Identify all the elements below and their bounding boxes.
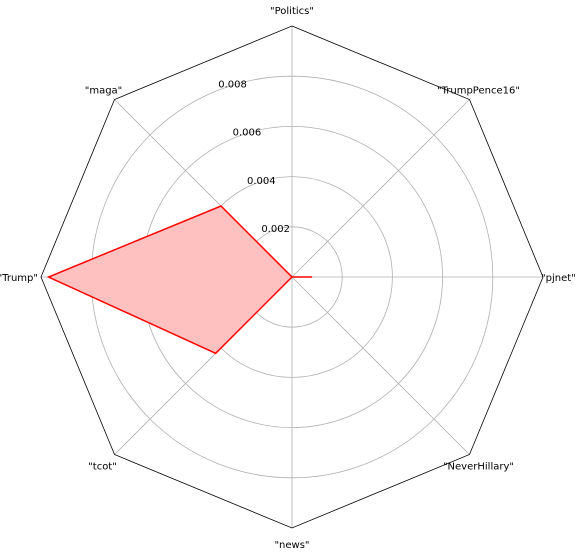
category-label-3: "pjnet" bbox=[541, 273, 576, 284]
radial-tick-label-4: 0.008 bbox=[218, 80, 247, 91]
radial-tick-label-2: 0.004 bbox=[247, 176, 276, 187]
label-layer: 0.002 0.004 0.006 0.008 "Politics" "TrumpPenc… bbox=[0, 6, 576, 551]
frame-layer bbox=[40, 25, 544, 529]
series-layer bbox=[46, 205, 313, 355]
category-label-8: "maga" bbox=[85, 86, 123, 97]
radial-tick-label-1: 0.002 bbox=[261, 224, 290, 235]
category-label-1: "Politics" bbox=[270, 6, 314, 17]
category-label-7: "Trump" bbox=[0, 273, 38, 284]
spoke-2 bbox=[291, 99, 470, 278]
category-label-2: "TrumpPence16" bbox=[437, 86, 520, 97]
octagon-frame bbox=[40, 25, 544, 529]
category-label-5: "news" bbox=[274, 540, 309, 551]
category-label-6: "tcot" bbox=[88, 461, 117, 472]
series-area-1 bbox=[48, 206, 313, 354]
category-label-4: "NeverHillary" bbox=[443, 461, 514, 472]
spoke-4 bbox=[291, 276, 470, 455]
radial-tick-label-3: 0.006 bbox=[233, 128, 262, 139]
